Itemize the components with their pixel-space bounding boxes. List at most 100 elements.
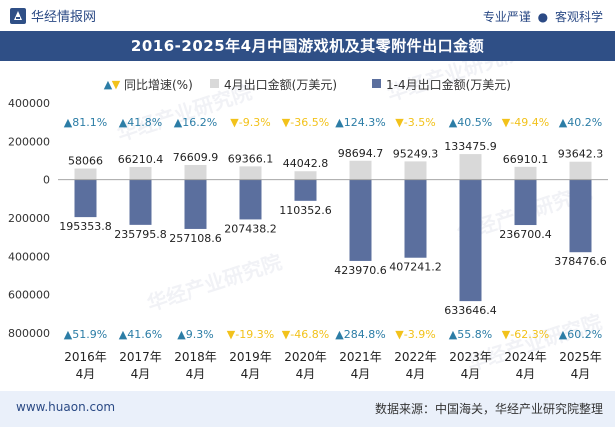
bar-ytd — [294, 179, 317, 201]
x-tick-label-month: 4月 — [131, 367, 151, 381]
watermark-text: 华经产业研究院 — [464, 310, 605, 376]
x-tick-label-year: 2025年 — [559, 350, 602, 364]
bar-month-value: 95249.3 — [393, 147, 439, 160]
legend-series-label: 1-4月出口金额(万美元) — [386, 77, 511, 92]
bar-month-value: 133475.9 — [444, 140, 497, 153]
x-tick-label-year: 2018年 — [174, 350, 217, 364]
bar-ytd — [459, 179, 482, 302]
x-tick-label-year: 2023年 — [449, 350, 492, 364]
yoy-ytd-label: ▲284.8% — [335, 328, 385, 341]
yoy-month-label: ▲124.3% — [335, 116, 385, 129]
x-tick-label-month: 4月 — [296, 367, 316, 381]
slogan-dot-icon: ● — [537, 10, 549, 24]
x-tick-label-month: 4月 — [516, 367, 536, 381]
brand-name: 华经情报网 — [31, 10, 97, 25]
yoy-ytd-label: ▼-19.3% — [227, 328, 274, 341]
yoy-ytd-label: ▲41.6% — [119, 328, 162, 341]
yoy-month-label: ▲41.8% — [119, 116, 162, 129]
brand[interactable]: 华经情报网 — [10, 6, 96, 25]
slogan-right: 客观科学 — [554, 10, 603, 24]
legend-up-marker: ▲ — [104, 78, 113, 91]
bar-month — [569, 161, 592, 180]
top-bar: 华经情报网 专业严谨 ● 客观科学 — [0, 0, 615, 30]
chart-title: 2016-2025年4月中国游戏机及其零附件出口金额 — [130, 37, 485, 55]
bar-month — [349, 160, 372, 180]
x-tick-label-year: 2019年 — [229, 350, 272, 364]
bar-ytd-value: 633646.4 — [444, 304, 497, 317]
yoy-month-label: ▼-49.4% — [502, 116, 549, 129]
yoy-ytd-label: ▼-46.8% — [282, 328, 329, 341]
x-tick-label-year: 2016年 — [64, 350, 107, 364]
y-tick-label: 800000 — [8, 327, 50, 340]
y-tick-label: 200000 — [8, 135, 50, 148]
x-tick-label-year: 2017年 — [119, 350, 162, 364]
bar-month — [514, 166, 537, 180]
bar-ytd — [129, 179, 152, 225]
bar-month — [294, 171, 317, 180]
bar-ytd-value: 235795.8 — [114, 228, 167, 241]
legend-swatch — [210, 79, 219, 88]
bar-month — [239, 166, 262, 180]
footer-source: 数据来源：中国海关，华经产业研究院整理 — [374, 402, 603, 416]
bar-ytd — [184, 179, 207, 229]
legend-swatch — [372, 79, 381, 88]
huajing-logo-icon — [10, 7, 26, 24]
x-tick-label-month: 4月 — [406, 367, 426, 381]
bar-ytd-value: 236700.4 — [499, 228, 552, 241]
bar-month — [404, 161, 427, 180]
bar-ytd-value: 207438.2 — [224, 222, 277, 235]
bar-month-value: 93642.3 — [558, 148, 604, 161]
chart: 华经产业研究院华经产业研究院华经产业研究院华经产业研究院华经产业研究院▲▼同比增… — [8, 61, 608, 381]
yoy-ytd-label: ▲60.2% — [559, 328, 602, 341]
bar-ytd — [74, 179, 97, 218]
bar-month-value: 66910.1 — [503, 153, 549, 166]
bar-month — [129, 166, 152, 180]
yoy-month-label: ▼-36.5% — [282, 116, 329, 129]
bar-ytd — [404, 179, 427, 258]
bar-ytd-value: 195353.8 — [59, 220, 112, 233]
yoy-month-label: ▲16.2% — [174, 116, 217, 129]
bar-month — [74, 168, 97, 180]
x-tick-label-year: 2021年 — [339, 350, 382, 364]
legend-yoy-label: 同比增速(%) — [124, 78, 193, 92]
yoy-ytd-label: ▲55.8% — [449, 328, 492, 341]
bar-month-value: 69366.1 — [228, 152, 274, 165]
bar-ytd-value: 110352.6 — [279, 204, 332, 217]
x-tick-label-month: 4月 — [461, 367, 481, 381]
bar-month — [459, 154, 482, 180]
yoy-ytd-label: ▲9.3% — [177, 328, 213, 341]
x-tick-label-year: 2020年 — [284, 350, 327, 364]
bar-month-value: 98694.7 — [338, 147, 384, 160]
x-tick-label-month: 4月 — [241, 367, 261, 381]
bar-month-value: 44042.8 — [283, 157, 329, 170]
y-tick-label: 600000 — [8, 289, 50, 302]
y-tick-label: 0 — [43, 174, 50, 187]
legend-down-marker: ▼ — [112, 78, 121, 91]
legend-series-label: 4月出口金额(万美元) — [224, 77, 337, 92]
bar-month-value: 76609.9 — [173, 151, 219, 164]
yoy-ytd-label: ▼-3.9% — [395, 328, 435, 341]
yoy-ytd-label: ▼-62.3% — [502, 328, 549, 341]
slogan-left: 专业严谨 — [482, 10, 531, 24]
bar-ytd — [349, 179, 372, 261]
yoy-month-label: ▲81.1% — [64, 116, 107, 129]
title-band: 2016-2025年4月中国游戏机及其零附件出口金额 — [0, 31, 615, 61]
bar-ytd — [514, 179, 537, 226]
bar-ytd-value: 257108.6 — [169, 232, 222, 245]
bar-ytd-value: 423970.6 — [334, 264, 387, 277]
bar-ytd — [569, 179, 592, 253]
bar-ytd-value: 378476.6 — [554, 255, 607, 268]
footer-site-link[interactable]: www.huaon.com — [16, 400, 116, 414]
bar-ytd — [239, 179, 262, 220]
yoy-month-label: ▼-3.5% — [395, 116, 435, 129]
y-tick-label: 400000 — [8, 250, 50, 263]
x-tick-label-month: 4月 — [76, 367, 96, 381]
watermark-text: 华经产业研究院 — [144, 250, 285, 316]
bar-month-value: 66210.4 — [118, 153, 164, 166]
yoy-month-label: ▲40.5% — [449, 116, 492, 129]
bar-month-value: 58066 — [68, 155, 103, 168]
y-tick-label: 200000 — [8, 212, 50, 225]
yoy-month-label: ▼-9.3% — [230, 116, 270, 129]
y-tick-label: 400000 — [8, 97, 50, 110]
bar-ytd-value: 407241.2 — [389, 261, 442, 274]
